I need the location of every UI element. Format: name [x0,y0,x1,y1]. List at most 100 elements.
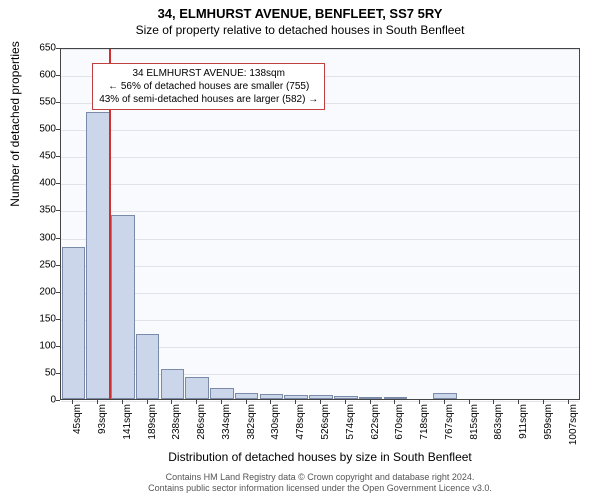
histogram-bar [210,388,234,399]
x-tick-label: 1007sqm [568,404,579,464]
x-tick [518,400,519,404]
histogram-bar [433,393,457,399]
y-tick [56,319,60,320]
x-tick [122,400,123,404]
y-tick [56,183,60,184]
y-tick-label: 200 [26,286,56,297]
histogram-bar [111,215,135,399]
x-tick [196,400,197,404]
x-tick-label: 767sqm [444,404,455,464]
x-tick [221,400,222,404]
x-tick [370,400,371,404]
annotation-box: 34 ELMHURST AVENUE: 138sqm← 56% of detac… [92,63,325,110]
histogram-bar [62,247,86,399]
histogram-bar [359,397,383,399]
x-tick-label: 622sqm [370,404,381,464]
histogram-bar [185,377,209,399]
x-tick [345,400,346,404]
gridline [61,157,579,158]
gridline [61,293,579,294]
x-tick-label: 574sqm [345,404,356,464]
y-tick [56,292,60,293]
chart-title: 34, ELMHURST AVENUE, BENFLEET, SS7 5RY [0,0,600,21]
x-tick-label: 286sqm [196,404,207,464]
y-tick-label: 350 [26,205,56,216]
y-tick [56,48,60,49]
x-tick [320,400,321,404]
y-tick-label: 650 [26,43,56,54]
x-tick-label: 430sqm [270,404,281,464]
footer-line: Contains HM Land Registry data © Crown c… [60,472,580,483]
annotation-line: 43% of semi-detached houses are larger (… [99,93,318,106]
histogram-bar [284,395,308,399]
x-tick [270,400,271,404]
y-tick-label: 500 [26,124,56,135]
x-tick-label: 718sqm [419,404,430,464]
y-tick-label: 0 [26,395,56,406]
x-tick [394,400,395,404]
x-tick-label: 959sqm [543,404,554,464]
x-tick [444,400,445,404]
y-tick [56,210,60,211]
x-tick [97,400,98,404]
y-axis-title: Number of detached properties [8,24,22,224]
x-tick-label: 141sqm [122,404,133,464]
y-tick-label: 300 [26,232,56,243]
gridline [61,239,579,240]
x-tick-label: 93sqm [97,404,108,464]
x-tick [543,400,544,404]
x-tick-label: 382sqm [246,404,257,464]
histogram-bar [161,369,185,399]
x-tick-label: 238sqm [171,404,182,464]
x-tick [147,400,148,404]
y-tick-label: 100 [26,340,56,351]
y-tick [56,156,60,157]
y-tick [56,400,60,401]
y-tick-label: 600 [26,70,56,81]
x-tick [493,400,494,404]
x-tick [72,400,73,404]
y-tick-label: 550 [26,97,56,108]
annotation-line: 34 ELMHURST AVENUE: 138sqm [99,67,318,80]
y-tick-label: 450 [26,151,56,162]
gridline [61,49,579,50]
gridline [61,266,579,267]
histogram-bar [86,112,110,399]
x-tick [295,400,296,404]
x-tick-label: 863sqm [493,404,504,464]
gridline [61,211,579,212]
footer-line: Contains public sector information licen… [60,483,580,494]
histogram-bar [334,396,358,399]
x-tick [419,400,420,404]
x-tick-label: 526sqm [320,404,331,464]
y-tick [56,373,60,374]
y-tick [56,129,60,130]
x-tick-label: 45sqm [72,404,83,464]
x-tick [469,400,470,404]
annotation-line: ← 56% of detached houses are smaller (75… [99,80,318,93]
x-tick-label: 478sqm [295,404,306,464]
histogram-bar [384,397,408,399]
x-tick-label: 670sqm [394,404,405,464]
gridline [61,184,579,185]
gridline [61,320,579,321]
y-tick-label: 250 [26,259,56,270]
gridline [61,130,579,131]
histogram-bar [309,395,333,399]
histogram-bar [260,394,284,399]
x-tick-label: 334sqm [221,404,232,464]
x-tick-label: 815sqm [469,404,480,464]
y-tick [56,238,60,239]
y-tick-label: 400 [26,178,56,189]
x-tick-label: 911sqm [518,404,529,464]
x-tick [568,400,569,404]
y-tick [56,102,60,103]
x-tick [246,400,247,404]
footer-attribution: Contains HM Land Registry data © Crown c… [60,472,580,494]
histogram-bar [235,393,259,399]
y-tick [56,346,60,347]
plot-area: 34 ELMHURST AVENUE: 138sqm← 56% of detac… [60,48,580,400]
y-tick [56,265,60,266]
y-tick-label: 150 [26,313,56,324]
chart-subtitle: Size of property relative to detached ho… [0,21,600,37]
